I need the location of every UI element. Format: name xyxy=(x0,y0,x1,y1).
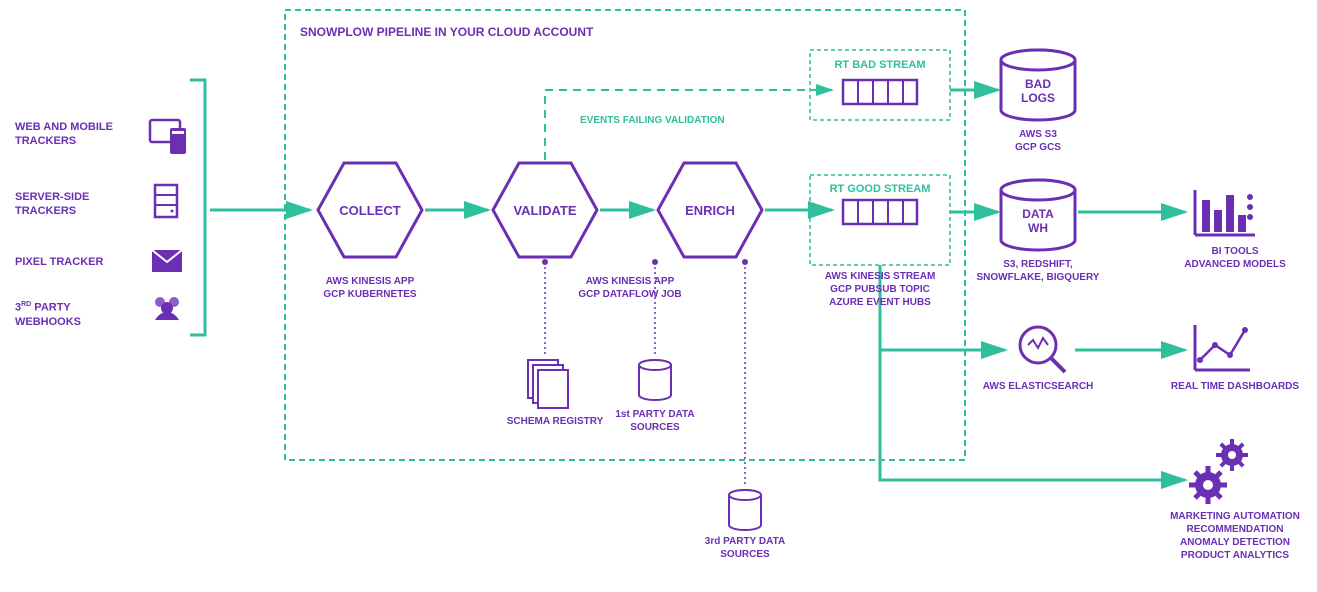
collect-sub: AWS KINESIS APPGCP KUBERNETES xyxy=(310,275,430,301)
bar-chart-icon xyxy=(1195,190,1255,235)
schema-registry-label: SCHEMA REGISTRY xyxy=(490,415,620,428)
svg-text:BAD: BAD xyxy=(1025,77,1051,91)
server-icon xyxy=(155,185,177,217)
good-stream-title: RT GOOD STREAM xyxy=(815,182,945,196)
bad-stream-title: RT BAD STREAM xyxy=(815,58,945,72)
svg-text:ENRICH: ENRICH xyxy=(685,203,735,218)
good-stream-sub: AWS KINESIS STREAMGCP PUBSUB TOPICAZURE … xyxy=(810,270,950,309)
people-icon xyxy=(155,297,179,320)
hex-enrich: ENRICH xyxy=(658,163,762,257)
elasticsearch-label: AWS ELASTICSEARCH xyxy=(978,380,1098,393)
svg-text:LOGS: LOGS xyxy=(1021,91,1055,105)
gears-icon xyxy=(1189,439,1248,504)
marketing-label: MARKETING AUTOMATIONRECOMMENDATIONANOMAL… xyxy=(1155,510,1315,562)
queue-good-icon xyxy=(843,200,917,224)
hex-validate: VALIDATE xyxy=(493,163,597,257)
line-chart-icon xyxy=(1195,325,1250,370)
bi-tools-label: BI TOOLSADVANCED MODELS xyxy=(1170,245,1300,271)
first-party-label: 1st PARTY DATASOURCES xyxy=(605,408,705,434)
device-icon xyxy=(150,120,186,154)
third-party-label: 3rd PARTY DATASOURCES xyxy=(695,535,795,561)
tracker-pixel-label: PIXEL TRACKER xyxy=(15,255,135,269)
envelope-icon xyxy=(152,250,182,272)
tracker-server-label: SERVER-SIDETRACKERS xyxy=(15,190,135,219)
cylinder-bad-logs: BAD LOGS xyxy=(1001,50,1075,120)
svg-text:WH: WH xyxy=(1028,221,1048,235)
cylinder-data-wh: DATA WH xyxy=(1001,180,1075,250)
realtime-label: REAL TIME DASHBOARDS xyxy=(1160,380,1310,393)
svg-text:VALIDATE: VALIDATE xyxy=(513,203,576,218)
db-1stparty-icon xyxy=(639,360,671,400)
hex-collect: COLLECT xyxy=(318,163,422,257)
validate-sub: AWS KINESIS APPGCP DATAFLOW JOB xyxy=(560,275,700,301)
docs-icon xyxy=(528,360,568,408)
data-wh-sub: S3, REDSHIFT,SNOWFLAKE, BIGQUERY xyxy=(968,258,1108,284)
tracker-web-label: WEB AND MOBILETRACKERS xyxy=(15,120,135,149)
magnifier-icon xyxy=(1020,327,1065,372)
tracker-bracket xyxy=(190,80,205,335)
pipeline-title: SNOWPLOW PIPELINE IN YOUR CLOUD ACCOUNT xyxy=(300,25,593,41)
pipeline-box xyxy=(285,10,965,460)
svg-text:DATA: DATA xyxy=(1022,207,1054,221)
svg-text:COLLECT: COLLECT xyxy=(339,203,400,218)
validation-fail-label: EVENTS FAILING VALIDATION xyxy=(580,115,725,126)
queue-bad-icon xyxy=(843,80,917,104)
bad-logs-sub: AWS S3GCP GCS xyxy=(998,128,1078,154)
arrow-good-to-gears xyxy=(880,350,1185,480)
db-3rdparty-icon xyxy=(729,490,761,530)
tracker-webhook-label: 3RD PARTYWEBHOOKS xyxy=(15,300,135,329)
